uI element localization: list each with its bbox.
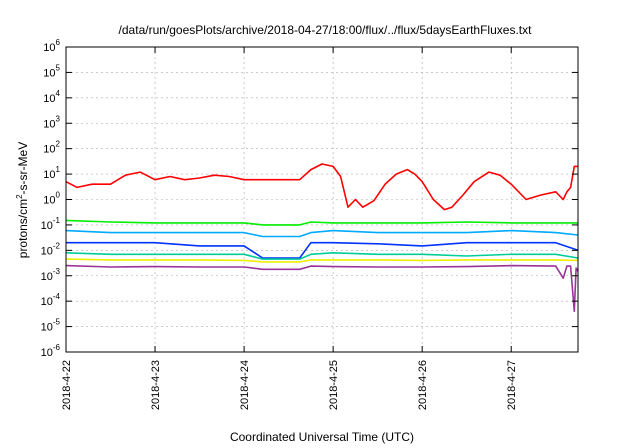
- x-axis: 2018-4-22 2018-4-23 2018-4-24 2018-4-25 2018…: [61, 47, 518, 410]
- y-axis-label-post: -s-sr-MeV: [16, 142, 30, 195]
- x-tick-label: 2018-4-24: [239, 360, 251, 410]
- x-tick-label: 2018-4-22: [61, 360, 73, 410]
- gridlines: [66, 47, 578, 352]
- y-axis-label: protons/cm2-s-sr-MeV: [15, 142, 30, 258]
- series-group: [65, 163, 579, 313]
- y-tick-label: 10-2: [41, 241, 61, 257]
- series-line-2: [65, 219, 578, 226]
- y-axis: 10-6 10-5 10-4 10-3 10-2 10-1 100 101 102 103 104 1…: [41, 38, 578, 359]
- y-axis-label-pre: protons/cm: [16, 199, 30, 258]
- y-tick-label: 101: [43, 165, 60, 181]
- series-line-3: [65, 229, 579, 238]
- y-axis-label-sup: 2: [15, 194, 24, 199]
- x-tick-label: 2018-4-27: [506, 360, 518, 410]
- series-line-4: [66, 241, 579, 259]
- series-line-6: [65, 258, 579, 263]
- y-tick-label: 106: [43, 38, 60, 54]
- y-tick-label: 100: [43, 191, 60, 207]
- x-tick-label: 2018-4-25: [328, 360, 340, 410]
- series-line-5: [65, 252, 579, 260]
- y-tick-label: 10-5: [41, 318, 61, 334]
- y-tick-label: 10-3: [41, 267, 61, 283]
- y-tick-label: 103: [43, 114, 60, 130]
- y-tick-label: 10-4: [41, 292, 61, 308]
- series-line-1: [65, 163, 578, 211]
- y-tick-label: 104: [43, 89, 60, 105]
- x-tick-label: 2018-4-23: [150, 360, 162, 410]
- x-tick-label: 2018-4-26: [417, 360, 429, 410]
- chart-title: /data/run/goesPlots/archive/2018-04-27/1…: [119, 23, 533, 37]
- series-line-7: [65, 264, 579, 313]
- x-axis-label: Coordinated Universal Time (UTC): [230, 430, 414, 444]
- y-tick-label: 10-6: [41, 343, 61, 359]
- y-tick-label: 10-1: [41, 216, 61, 232]
- y-tick-label: 105: [43, 63, 60, 79]
- y-tick-label: 102: [43, 140, 60, 156]
